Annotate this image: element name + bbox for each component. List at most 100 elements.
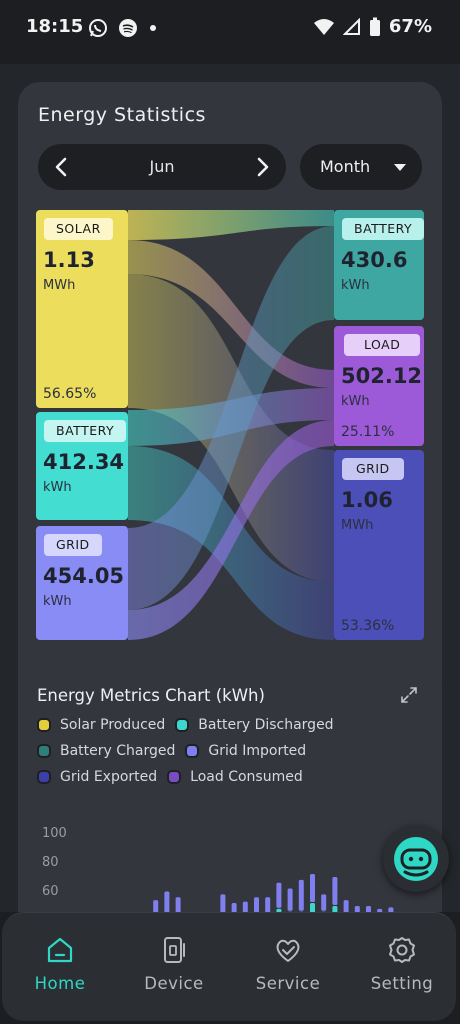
node-label: GRID [44, 534, 102, 556]
nav-label-home: Home [34, 974, 86, 993]
legend-label: Load Consumed [190, 769, 303, 785]
legend-label: Battery Discharged [198, 717, 334, 733]
chevron-right-icon[interactable] [250, 155, 274, 179]
y-tick-label: 80 [42, 855, 59, 870]
nav-item-device[interactable]: Device [117, 913, 231, 1013]
legend-dot [37, 718, 51, 732]
notification-dot-icon [150, 25, 156, 31]
node-value: 1.06 [341, 488, 393, 512]
status-bar: 18:15 67% [0, 0, 460, 60]
nav-label-device: Device [144, 974, 204, 993]
node-value: 502.12 [341, 364, 423, 388]
service-icon [276, 939, 300, 962]
legend-dot [185, 744, 200, 758]
bar-segment[interactable] [220, 894, 226, 917]
battery-icon [369, 17, 380, 36]
bar-segment[interactable] [321, 894, 327, 911]
status-icons-right: 67% [313, 16, 432, 37]
target-node-load[interactable]: LOAD 502.12 kWh 25.11% [334, 326, 424, 446]
node-unit: MWh [341, 518, 374, 533]
node-label: GRID [342, 458, 404, 480]
nav-label-setting: Setting [370, 974, 434, 993]
node-percent: 53.36% [341, 618, 395, 634]
gear-icon [389, 937, 415, 963]
source-node-battery[interactable]: BATTERY 412.34 kWh [36, 412, 128, 520]
chevron-left-icon[interactable] [50, 155, 74, 179]
y-tick-label: 100 [42, 826, 67, 841]
target-node-battery[interactable]: BATTERY 430.6 kWh [334, 210, 425, 320]
bar-segment[interactable] [310, 874, 315, 903]
node-value: 430.6 [341, 248, 408, 272]
link-grid-battery [128, 226, 334, 610]
home-icon [47, 937, 73, 963]
target-node-grid[interactable]: GRID 1.06 MWh 53.36% [334, 450, 424, 640]
link-grid-load [128, 420, 334, 640]
legend-label: Grid Imported [208, 743, 307, 759]
node-value: 412.34 [43, 450, 125, 474]
energy-statistics-card: Energy Statistics Jun Month [18, 82, 442, 702]
legend-item-grid-imported[interactable]: Grid Imported [185, 743, 306, 759]
assistant-button[interactable] [383, 826, 449, 892]
energy-statistics-title: Energy Statistics [38, 104, 206, 126]
whatsapp-icon [89, 19, 107, 37]
link-solar-load [128, 240, 334, 388]
nav-item-setting[interactable]: Setting [345, 913, 459, 1013]
legend-dot [167, 770, 182, 784]
node-unit: kWh [341, 278, 370, 293]
legend-label: Grid Exported [60, 769, 158, 785]
source-node-solar[interactable]: SOLAR 1.13 MWh 56.65% [36, 210, 128, 408]
node-label: SOLAR [44, 218, 113, 240]
node-value: 1.13 [43, 248, 95, 272]
node-label: BATTERY [44, 420, 127, 442]
period-label: Month [320, 157, 371, 176]
nav-item-service[interactable]: Service [231, 913, 345, 1013]
sankey-links [128, 210, 334, 640]
legend-label: Battery Charged [60, 743, 176, 759]
node-unit: MWh [43, 278, 76, 293]
legend-item-battery-discharged[interactable]: Battery Discharged [175, 717, 334, 733]
y-tick-label: 60 [42, 884, 59, 899]
node-label: LOAD [344, 334, 421, 356]
energy-metrics-bar-chart: 100 80 60 [42, 826, 427, 922]
node-unit: kWh [341, 394, 370, 409]
status-icons-left [88, 18, 158, 38]
bar-segment[interactable] [276, 882, 282, 908]
legend-item-load-consumed[interactable]: Load Consumed [167, 769, 303, 785]
source-node-grid[interactable]: GRID 454.05 kWh [36, 526, 128, 640]
battery-percent: 67% [388, 16, 432, 37]
nav-item-home[interactable]: Home [3, 913, 117, 1013]
node-percent: 25.11% [341, 424, 395, 440]
robot-icon [394, 837, 438, 881]
expand-icon[interactable] [400, 686, 418, 704]
bar-segment[interactable] [298, 879, 304, 911]
link-solar-battery [128, 210, 334, 240]
bottom-navigation: Home Device Service Setting [0, 912, 460, 1024]
metrics-chart-title: Energy Metrics Chart (kWh) [37, 686, 265, 705]
nav-label-service: Service [255, 974, 321, 993]
legend-item-grid-exported[interactable]: Grid Exported [37, 769, 157, 785]
signal-icon [342, 17, 360, 35]
device-icon [164, 937, 185, 963]
bar-segment[interactable] [287, 888, 293, 911]
legend-dot [175, 718, 190, 732]
chart-legend: Solar Produced Battery Discharged Batter… [37, 712, 427, 790]
legend-item-solar-produced[interactable]: Solar Produced [37, 717, 165, 733]
legend-dot [37, 744, 51, 758]
caret-down-icon [394, 164, 406, 171]
legend-item-battery-charged[interactable]: Battery Charged [37, 743, 175, 759]
energy-flow-diagram: SOLAR 1.13 MWh 56.65% BATTERY 412.34 kWh… [36, 210, 425, 642]
bar-segment[interactable] [164, 891, 170, 914]
month-label: Jun [149, 157, 175, 176]
bar-segment[interactable] [332, 876, 338, 905]
wifi-icon [313, 18, 334, 35]
spotify-icon [119, 19, 137, 37]
node-unit: kWh [43, 480, 72, 495]
node-label: BATTERY [342, 218, 425, 240]
period-dropdown[interactable]: Month [300, 144, 422, 190]
node-percent: 56.65% [43, 386, 97, 402]
legend-dot [37, 770, 51, 784]
node-unit: kWh [43, 594, 72, 609]
node-value: 454.05 [43, 564, 125, 588]
bar-segment[interactable] [343, 900, 349, 914]
legend-label: Solar Produced [60, 717, 166, 733]
